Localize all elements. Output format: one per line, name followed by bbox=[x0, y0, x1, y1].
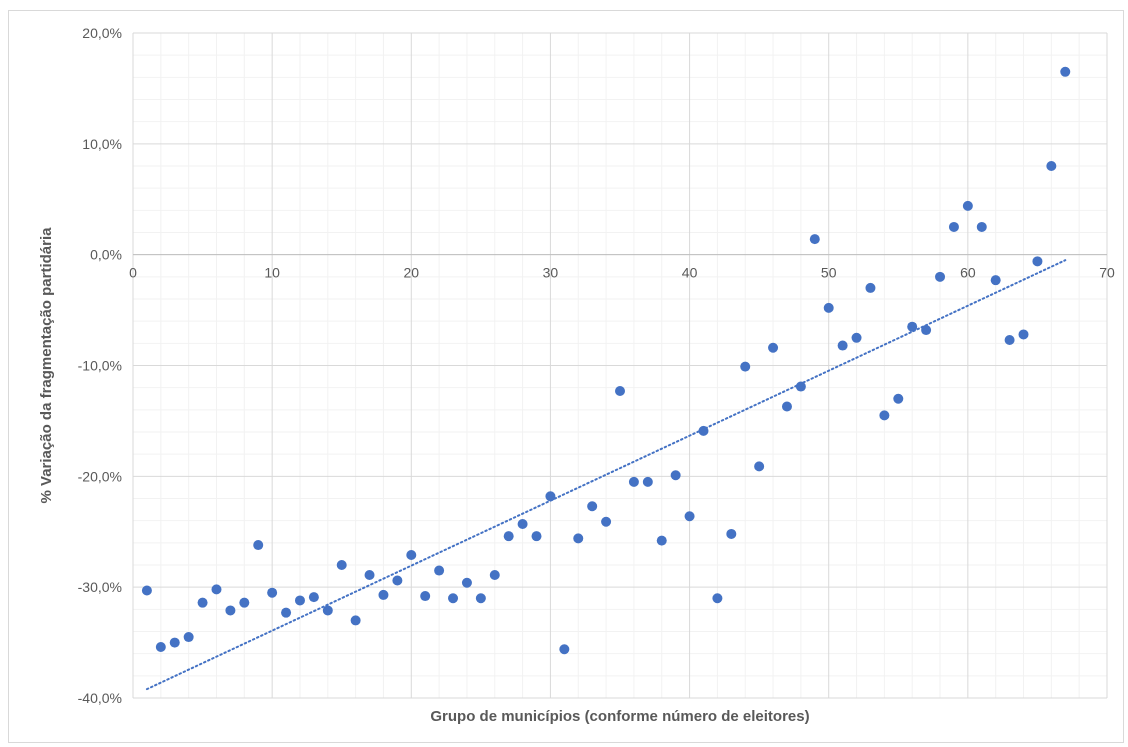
data-point bbox=[601, 516, 612, 527]
data-point bbox=[183, 632, 194, 643]
data-point bbox=[197, 597, 208, 608]
data-point bbox=[948, 221, 959, 232]
data-point bbox=[823, 302, 834, 313]
data-point bbox=[768, 342, 779, 353]
data-point bbox=[364, 569, 375, 580]
data-point bbox=[461, 577, 472, 588]
data-point bbox=[837, 340, 848, 351]
data-point bbox=[795, 381, 806, 392]
data-point bbox=[545, 491, 556, 502]
x-tick-label: 0 bbox=[129, 265, 137, 281]
data-point bbox=[308, 592, 319, 603]
data-point bbox=[851, 332, 862, 343]
x-tick-label: 50 bbox=[821, 265, 837, 281]
data-point bbox=[879, 410, 890, 421]
data-point bbox=[642, 476, 653, 487]
data-point bbox=[267, 587, 278, 598]
data-point bbox=[559, 644, 570, 655]
x-tick-label: 10 bbox=[264, 265, 280, 281]
y-tick-label: -20,0% bbox=[78, 468, 122, 484]
data-point bbox=[809, 234, 820, 245]
data-point bbox=[712, 593, 723, 604]
chart-frame bbox=[8, 10, 1124, 743]
data-point bbox=[322, 605, 333, 616]
data-point bbox=[239, 597, 250, 608]
x-tick-label: 30 bbox=[543, 265, 559, 281]
data-point bbox=[406, 550, 417, 561]
y-tick-label: -10,0% bbox=[78, 358, 122, 374]
data-point bbox=[726, 528, 737, 539]
grid bbox=[132, 32, 1108, 699]
data-point bbox=[141, 585, 152, 596]
trendline bbox=[145, 259, 1067, 691]
data-point bbox=[893, 393, 904, 404]
data-point bbox=[489, 569, 500, 580]
y-tick-label: -40,0% bbox=[78, 690, 122, 706]
data-point bbox=[448, 593, 459, 604]
trendline-group bbox=[145, 259, 1067, 691]
data-point bbox=[740, 361, 751, 372]
data-point bbox=[865, 282, 876, 293]
data-point bbox=[962, 200, 973, 211]
data-point bbox=[434, 565, 445, 576]
data-point bbox=[656, 535, 667, 546]
x-tick-label: 70 bbox=[1099, 265, 1115, 281]
data-point bbox=[253, 540, 264, 551]
data-point bbox=[336, 560, 347, 570]
data-point bbox=[155, 642, 166, 653]
data-point bbox=[294, 595, 305, 606]
data-point bbox=[211, 584, 222, 595]
data-point bbox=[976, 221, 987, 232]
data-point bbox=[754, 461, 765, 472]
data-point bbox=[587, 501, 598, 512]
data-point bbox=[670, 470, 681, 481]
data-point bbox=[1060, 66, 1071, 77]
data-point bbox=[615, 385, 625, 396]
data-point bbox=[990, 275, 1001, 286]
data-point bbox=[573, 533, 584, 544]
data-point bbox=[169, 637, 180, 648]
data-point bbox=[475, 593, 486, 604]
data-point bbox=[1004, 335, 1015, 346]
data-point bbox=[378, 589, 389, 600]
data-point bbox=[935, 271, 946, 282]
data-point bbox=[1018, 329, 1029, 340]
data-point bbox=[698, 425, 709, 436]
data-point bbox=[921, 325, 932, 336]
data-point bbox=[907, 321, 918, 332]
data-point bbox=[684, 511, 695, 522]
y-tick-label: -30,0% bbox=[78, 579, 122, 595]
data-point bbox=[531, 531, 542, 542]
tick-labels: 0 10 20 30 40 50 60 70 -40,0% -30,0% -20,0% -10,0% 0… bbox=[78, 25, 1115, 706]
data-point bbox=[781, 401, 792, 412]
data-points bbox=[141, 66, 1071, 655]
y-axis-title: % Variação da fragmentação partidária bbox=[38, 227, 55, 504]
data-point bbox=[1032, 256, 1043, 267]
data-point bbox=[225, 605, 236, 616]
y-tick-label: 0,0% bbox=[90, 247, 122, 263]
x-tick-label: 40 bbox=[682, 265, 698, 281]
data-point bbox=[503, 531, 514, 542]
data-point bbox=[420, 591, 431, 602]
data-point bbox=[392, 575, 403, 586]
data-point bbox=[350, 615, 361, 626]
data-point bbox=[281, 607, 292, 618]
y-tick-label: 20,0% bbox=[82, 25, 122, 41]
x-tick-label: 60 bbox=[960, 265, 976, 281]
y-tick-label: 10,0% bbox=[82, 136, 122, 152]
data-point bbox=[517, 518, 528, 529]
data-point bbox=[628, 476, 639, 487]
data-point bbox=[1046, 161, 1057, 171]
x-tick-label: 20 bbox=[403, 265, 419, 281]
x-axis-title: Grupo de municípios (conforme número de … bbox=[430, 708, 809, 725]
